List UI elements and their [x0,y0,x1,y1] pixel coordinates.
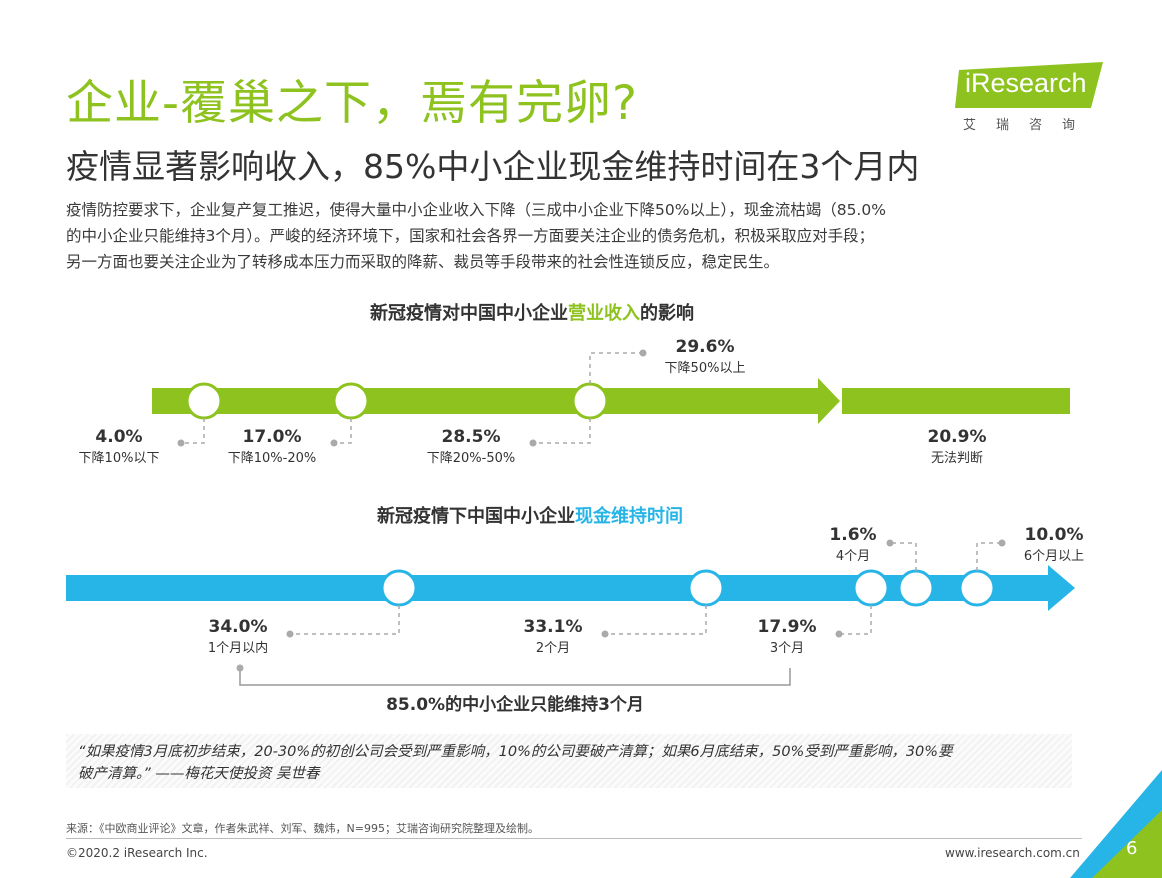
quote-line-2: 破产清算。” ——梅花天使投资 吴世春 [78,766,320,782]
chart2-label-2: 3个月 [770,641,804,656]
chart2-connector-1 [605,605,707,635]
chart2-marker-4 [958,569,996,607]
chart2-value-3: 1.6% [829,525,876,545]
chart2-summary-bracket-dot [236,664,244,672]
chart1-connector-dot-1 [330,439,338,447]
chart1-value-2: 28.5% [442,427,501,447]
chart2-connector-dot-3 [886,539,894,547]
chart1-connector-1 [334,418,352,444]
chart2-connector-0 [290,605,400,635]
quote-line-1: “如果疫情3月底初步结束，20-30%的初创公司会受到严重影响，10%的公司要破… [78,744,953,760]
intro-paragraph: 疫情防控要求下，企业复产复工推迟，使得大量中小企业收入下降（三成中小企业下降50… [66,197,1106,275]
chart1-value-3: 29.6% [676,337,735,357]
chart2-connector-dot-2 [835,630,843,638]
intro-line: 疫情防控要求下，企业复产复工推迟，使得大量中小企业收入下降（三成中小企业下降50… [66,201,886,219]
chart1-connector-dot-2 [529,439,537,447]
chart1-arrow-bar [152,388,818,414]
chart1-value-0: 4.0% [95,427,142,447]
chart2-title-pre: 新冠疫情下中国中小企业 [377,506,575,527]
page-number: 6 [1126,838,1138,859]
chart2-value-0: 34.0% [209,617,268,637]
logo-wordmark: iResearch [965,68,1087,98]
chart1-title: 新冠疫情对中国中小企业营业收入的影响 [370,299,694,325]
chart1-connector-dot-3 [639,349,647,357]
chart1-value-1: 17.0% [243,427,302,447]
page-title: 企业-覆巢之下，焉有完卵? [66,76,638,131]
chart2-label-1: 2个月 [536,641,570,656]
chart2-summary-bracket [239,668,791,686]
chart2-connector-dot-1 [601,630,609,638]
source-note: 来源：《中欧商业评论》文章，作者朱武祥、刘军、魏炜，N=995；艾瑞咨询研究院整… [66,822,539,835]
intro-line: 的中小企业只能维持3个月）。严峻的经济环境下，国家和社会各界一方面要关注企业的债… [66,227,875,245]
chart1-label-0: 下降10%以下 [79,451,160,466]
chart2-title-highlight: 现金维持时间 [575,506,683,527]
chart1-value-4: 20.9% [928,427,987,447]
chart1-marker-2 [571,382,609,420]
chart1-label-1: 下降10%-20% [228,451,316,466]
chart2-arrow-head [1048,565,1075,611]
chart1-tail-segment [842,388,1070,414]
chart2-value-1: 33.1% [524,617,583,637]
intro-line: 另一方面也要关注企业为了转移成本压力而采取的降薪、裁员等手段带来的社会性连锁反应… [66,253,780,271]
logo-chinese-name: 艾瑞咨询 [963,118,1096,133]
chart2-label-5: 6个月以上 [1024,549,1084,564]
chart1-marker-0 [185,382,223,420]
chart1-title-pre: 新冠疫情对中国中小企业 [370,303,568,324]
chart2-marker-2 [852,569,890,607]
chart2-connector-2 [839,605,872,635]
page-subtitle: 疫情显著影响收入，85%中小企业现金维持时间在3个月内 [66,147,920,186]
chart2-value-2: 17.9% [758,617,817,637]
chart1-label-3: 下降50%以上 [665,361,746,376]
chart2-title: 新冠疫情下中国中小企业现金维持时间 [377,502,683,528]
quote-box: “如果疫情3月底初步结束，20-30%的初创公司会受到严重影响，10%的公司要破… [66,734,1072,788]
chart2-label-0: 1个月以内 [208,640,268,656]
chart1-label-2: 下降20%-50% [427,451,515,466]
chart2-connector-dot-0 [286,630,294,638]
logo-badge-shape [955,62,1103,108]
chart2-connector-dot-5 [998,539,1006,547]
chart2-marker-3 [897,569,935,607]
copyright: ©2020.2 iResearch Inc. [66,846,208,860]
website-link[interactable]: www.iresearch.com.cn [945,846,1080,860]
chart2-connector-5 [976,542,1002,571]
chart1-arrow-head [818,378,840,424]
chart1-label-4: 无法判断 [931,451,983,466]
chart2-value-5: 10.0% [1025,525,1084,545]
chart2-marker-0 [380,569,418,607]
chart2-connector-3 [890,542,917,571]
chart1-connector-3 [589,352,643,384]
chart1-connector-0 [181,418,205,444]
chart1-connector-dot-0 [177,439,185,447]
chart1-connector-2 [533,418,591,444]
chart1-marker-1 [332,382,370,420]
chart1-title-highlight: 营业收入 [568,303,640,324]
chart2-summary: 85.0%的中小企业只能维持3个月 [386,694,644,715]
chart2-marker-1 [687,569,725,607]
corner-decoration [1070,770,1162,878]
chart1-title-post: 的影响 [640,303,694,324]
footer-divider [66,838,1082,839]
iresearch-logo: iResearch 艾瑞咨询 [955,62,1105,134]
chart2-label-3: 4个月 [836,549,870,564]
